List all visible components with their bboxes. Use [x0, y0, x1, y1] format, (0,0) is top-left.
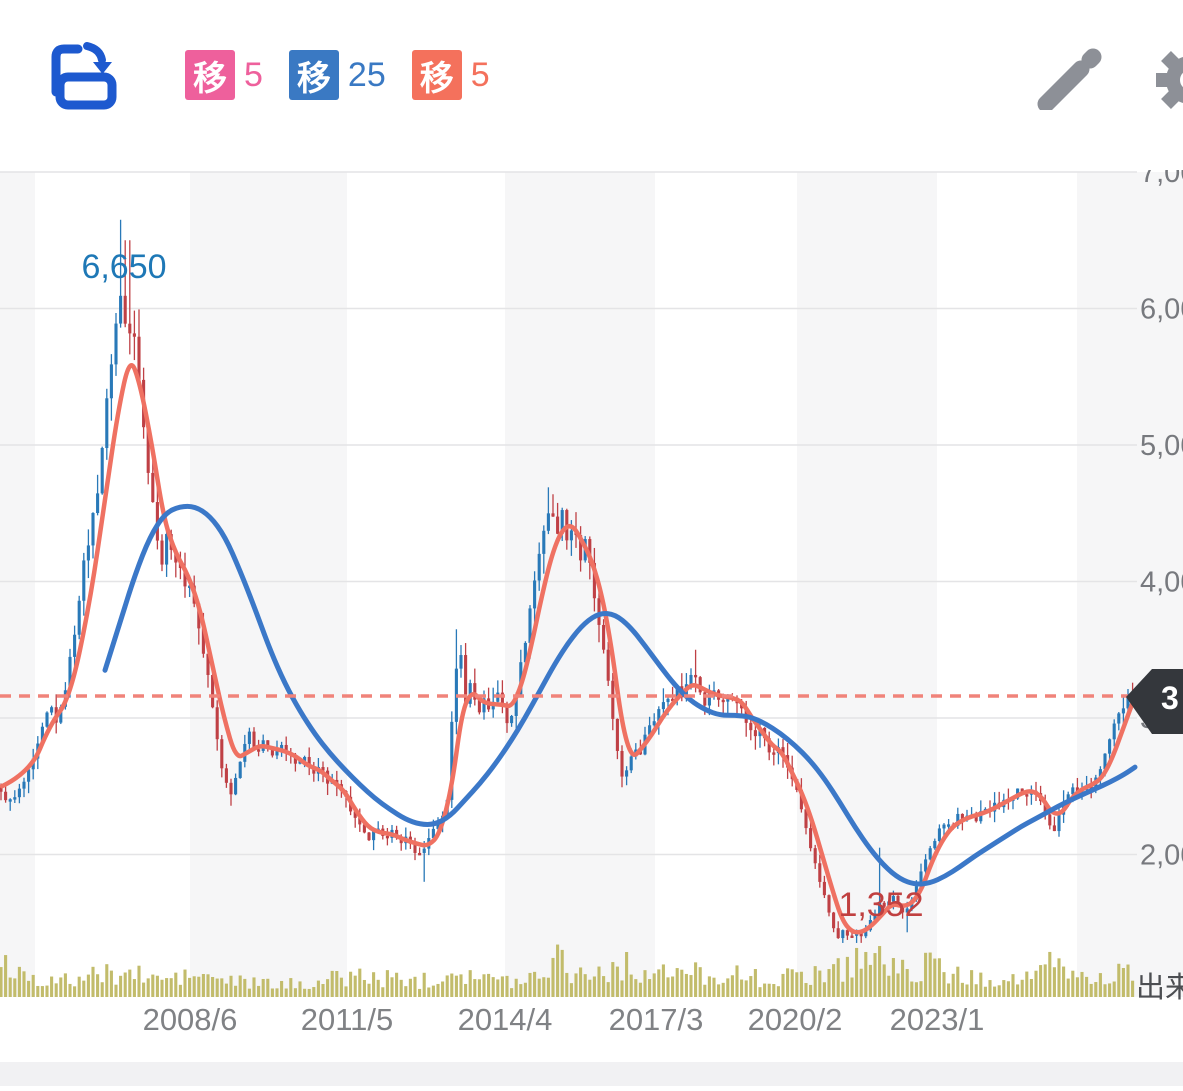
legend-ma5-pink[interactable]: 移 5 [185, 50, 263, 100]
svg-text:6,650: 6,650 [81, 248, 166, 286]
pencil-icon [1037, 48, 1102, 110]
rotate-screen-button[interactable] [42, 40, 120, 110]
rotate-screen-icon [51, 42, 117, 110]
gear-icon [1156, 51, 1183, 109]
svg-text:5,000: 5,000 [1140, 430, 1183, 462]
svg-text:2023/1: 2023/1 [890, 1002, 985, 1037]
svg-text:2020/2: 2020/2 [748, 1002, 843, 1037]
svg-text:4,000: 4,000 [1140, 567, 1183, 599]
svg-text:1,352: 1,352 [838, 886, 923, 924]
legend-ma25-blue[interactable]: 移 25 [288, 50, 386, 100]
moving-average-legend: 移 5 移 25 移 5 [185, 48, 490, 102]
svg-text:6,000: 6,000 [1140, 294, 1183, 326]
svg-text:出来高: 出来高 [1136, 971, 1183, 1004]
section-divider [0, 1062, 1183, 1086]
svg-text:2008/6: 2008/6 [143, 1002, 238, 1037]
chart-toolbar: 移 5 移 25 移 5 [0, 0, 1183, 170]
ma-badge: 移 [411, 50, 462, 100]
legend-ma5-salmon[interactable]: 移 5 [411, 50, 490, 100]
svg-text:2011/5: 2011/5 [301, 1002, 394, 1037]
ma-period: 5 [244, 55, 263, 94]
ma-badge: 移 [288, 50, 339, 100]
svg-text:3: 3 [1161, 680, 1179, 716]
ma-period: 5 [470, 55, 490, 94]
ma-period: 25 [347, 55, 386, 94]
svg-text:2017/3: 2017/3 [609, 1002, 704, 1037]
ma-badge: 移 [185, 50, 235, 100]
svg-text:2014/4: 2014/4 [458, 1002, 553, 1037]
svg-text:2,000: 2,000 [1140, 840, 1183, 872]
